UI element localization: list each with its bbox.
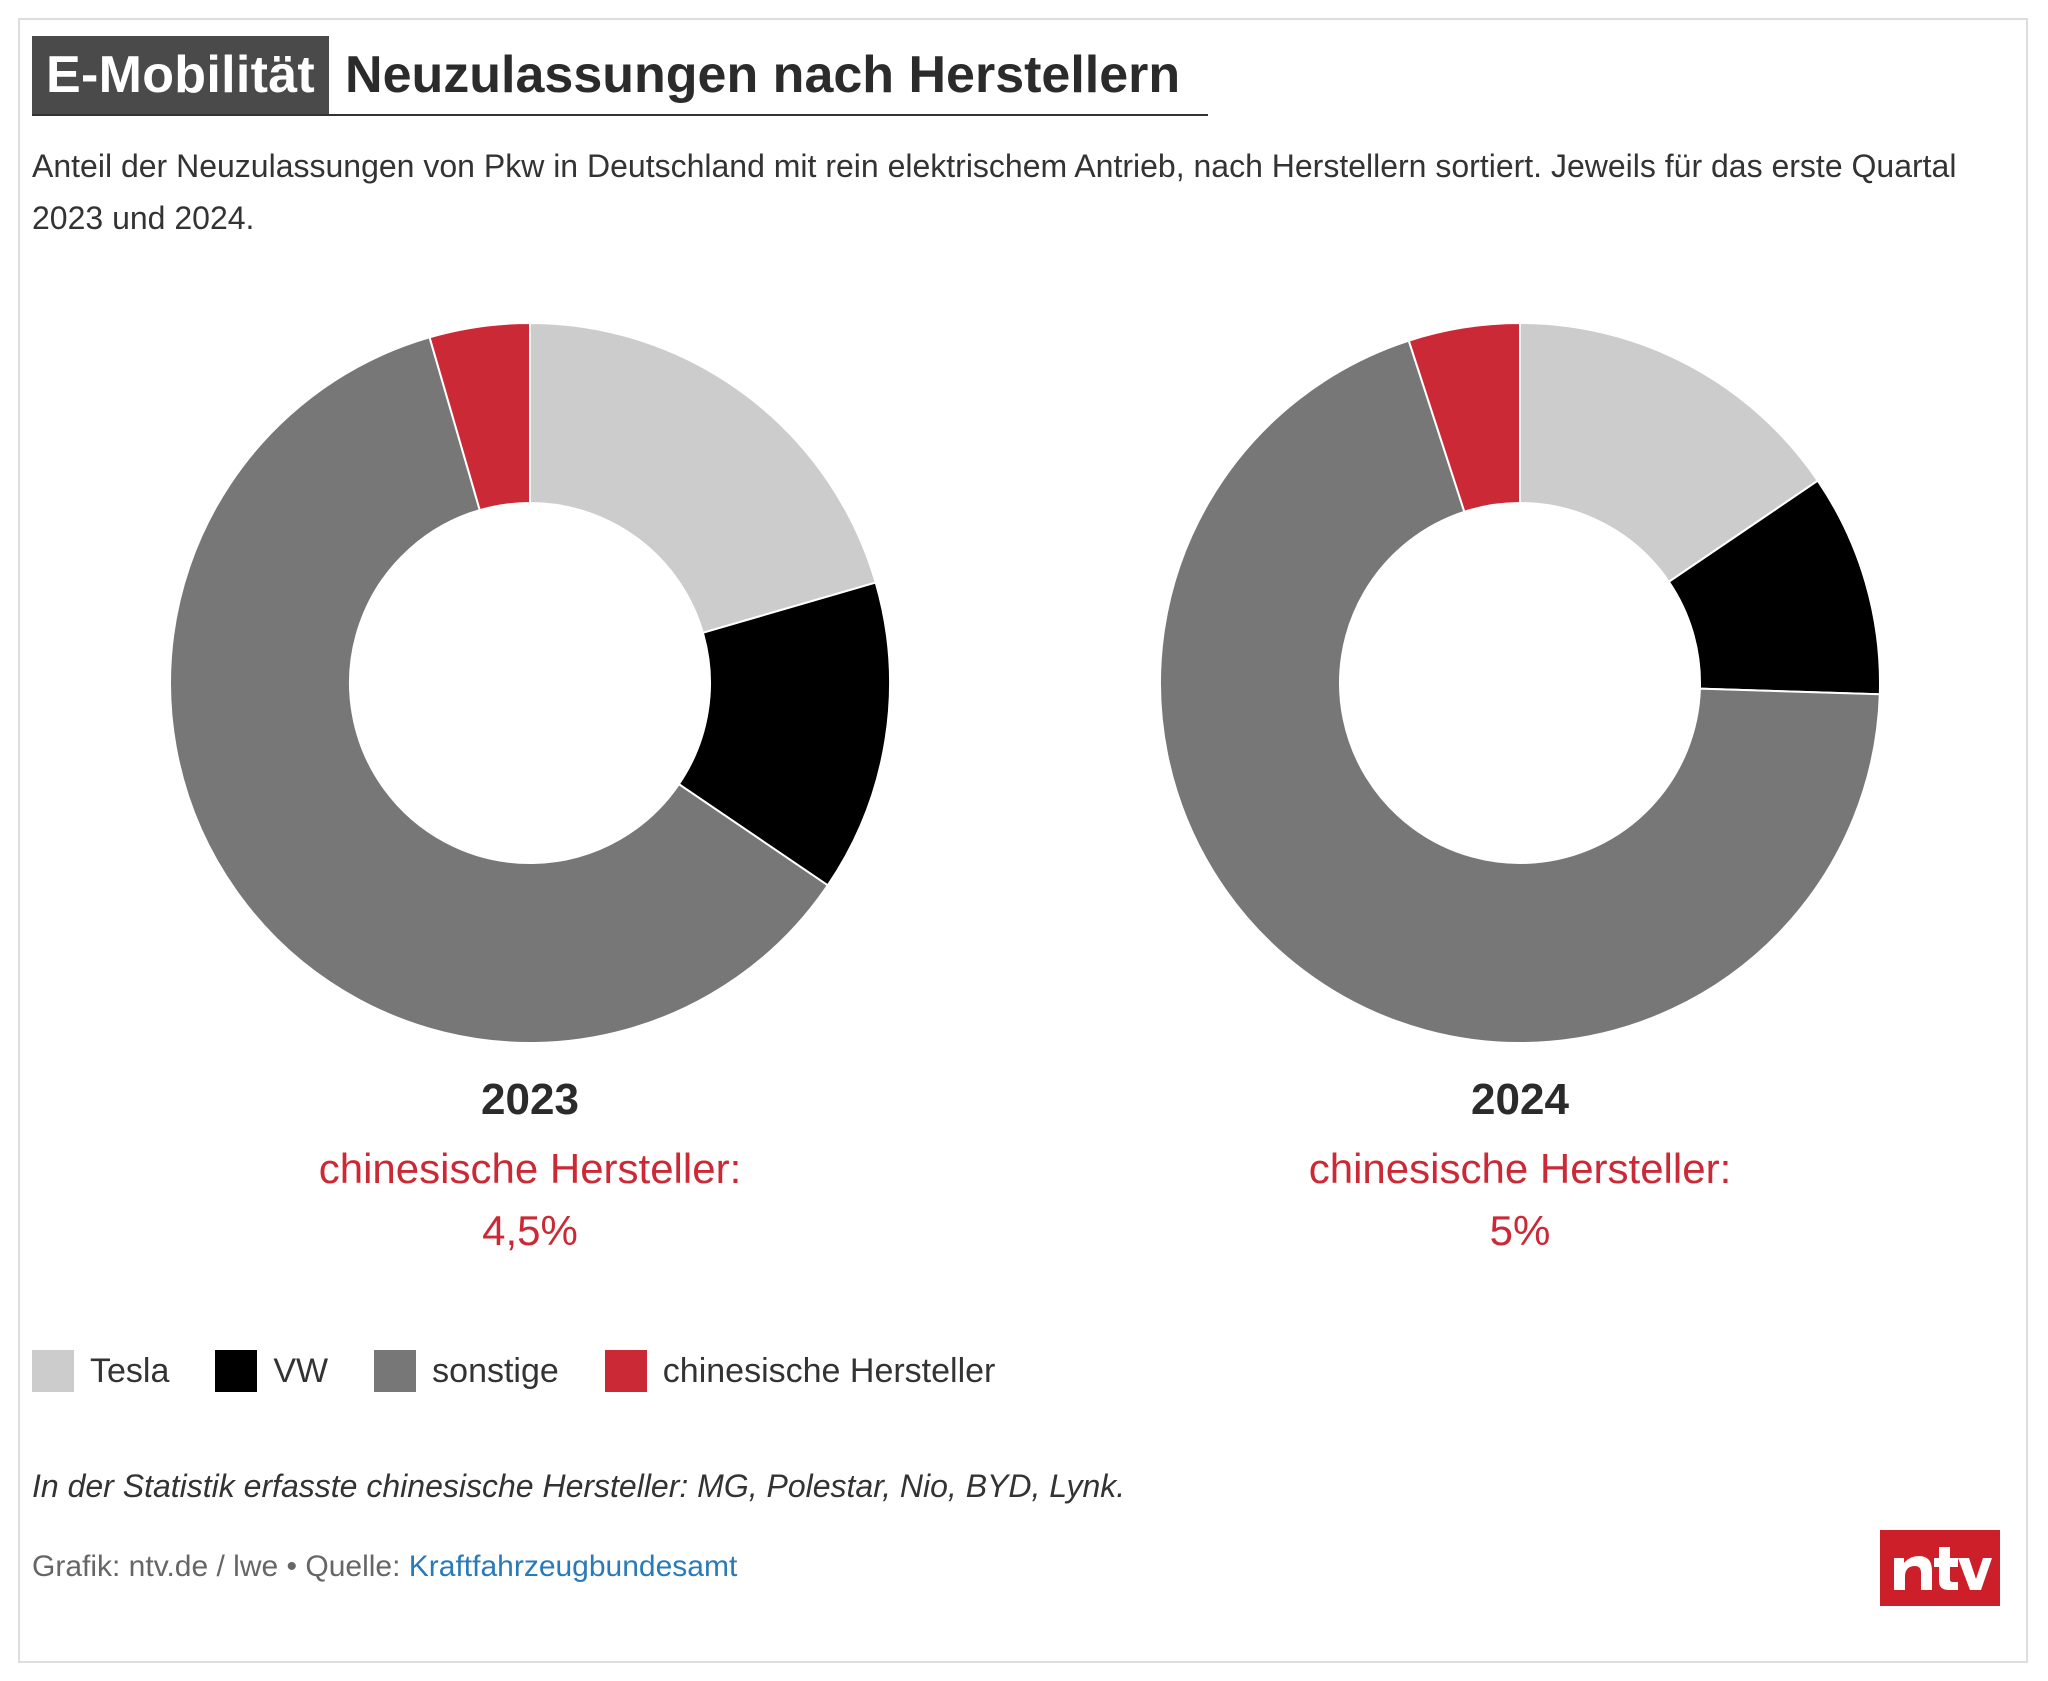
legend-swatch-chinese [604, 1350, 647, 1392]
legend-label-sonstige: sonstige [432, 1351, 559, 1390]
legend-label-tesla: Tesla [90, 1351, 170, 1390]
legend-item-sonstige: sonstige [374, 1350, 559, 1392]
legend-item-tesla: Tesla [32, 1350, 169, 1392]
year-label-2023: 2023 [481, 1075, 579, 1124]
ntv-logo-mark [1894, 1547, 1992, 1590]
chinese-share-value-2023: 4,5% [482, 1207, 578, 1254]
donut-slice-2023-tesla [529, 321, 877, 635]
legend-item-vw: VW [215, 1350, 328, 1392]
chart-title: Neuzulassungen nach Herstellern [345, 46, 1181, 104]
donut-slice-2023-chinesische-hersteller [428, 321, 531, 512]
legend-swatch-tesla [32, 1350, 74, 1392]
chart-subtitle: Anteil der Neuzulassungen von Pkw in Deu… [32, 148, 1957, 236]
donut-slice-2024-sonstige [1159, 339, 1881, 1044]
donut-slice-2024-tesla [1519, 321, 1820, 584]
year-label-2024: 2024 [1471, 1075, 1569, 1124]
title-row: E-Mobilität Neuzulassungen nach Herstell… [32, 36, 1209, 116]
ntv-logo [1880, 1530, 2000, 1606]
legend: Tesla VW sonstige chinesische Hersteller [32, 1350, 1041, 1392]
source-link[interactable]: Kraftfahrzeugbundesamt [408, 1550, 738, 1583]
legend-swatch-sonstige [374, 1350, 417, 1392]
footnote: In der Statistik erfasste chinesische He… [32, 1468, 1126, 1504]
legend-swatch-vw [215, 1350, 258, 1392]
credit-prefix: Grafik: ntv.de / lwe • Quelle: [32, 1550, 409, 1583]
credit-line: Grafik: ntv.de / lwe • Quelle: Kraftfahr… [32, 1550, 737, 1584]
donut-slice-2023-vw [677, 581, 891, 887]
chinese-share-value-2024: 5% [1489, 1207, 1551, 1254]
chinese-share-label-2024: chinesische Hersteller: [1308, 1145, 1732, 1192]
chinese-share-label-2023: chinesische Hersteller: [318, 1145, 742, 1192]
donut-slice-2024-chinesische-hersteller [1407, 321, 1521, 514]
kicker-label: E-Mobilität [32, 36, 330, 114]
legend-item-chinese: chinesische Hersteller [604, 1350, 996, 1392]
donut-slice-2023-sonstige [169, 336, 830, 1044]
legend-label-vw: VW [273, 1351, 329, 1390]
legend-label-chinese: chinesische Hersteller [662, 1351, 996, 1390]
